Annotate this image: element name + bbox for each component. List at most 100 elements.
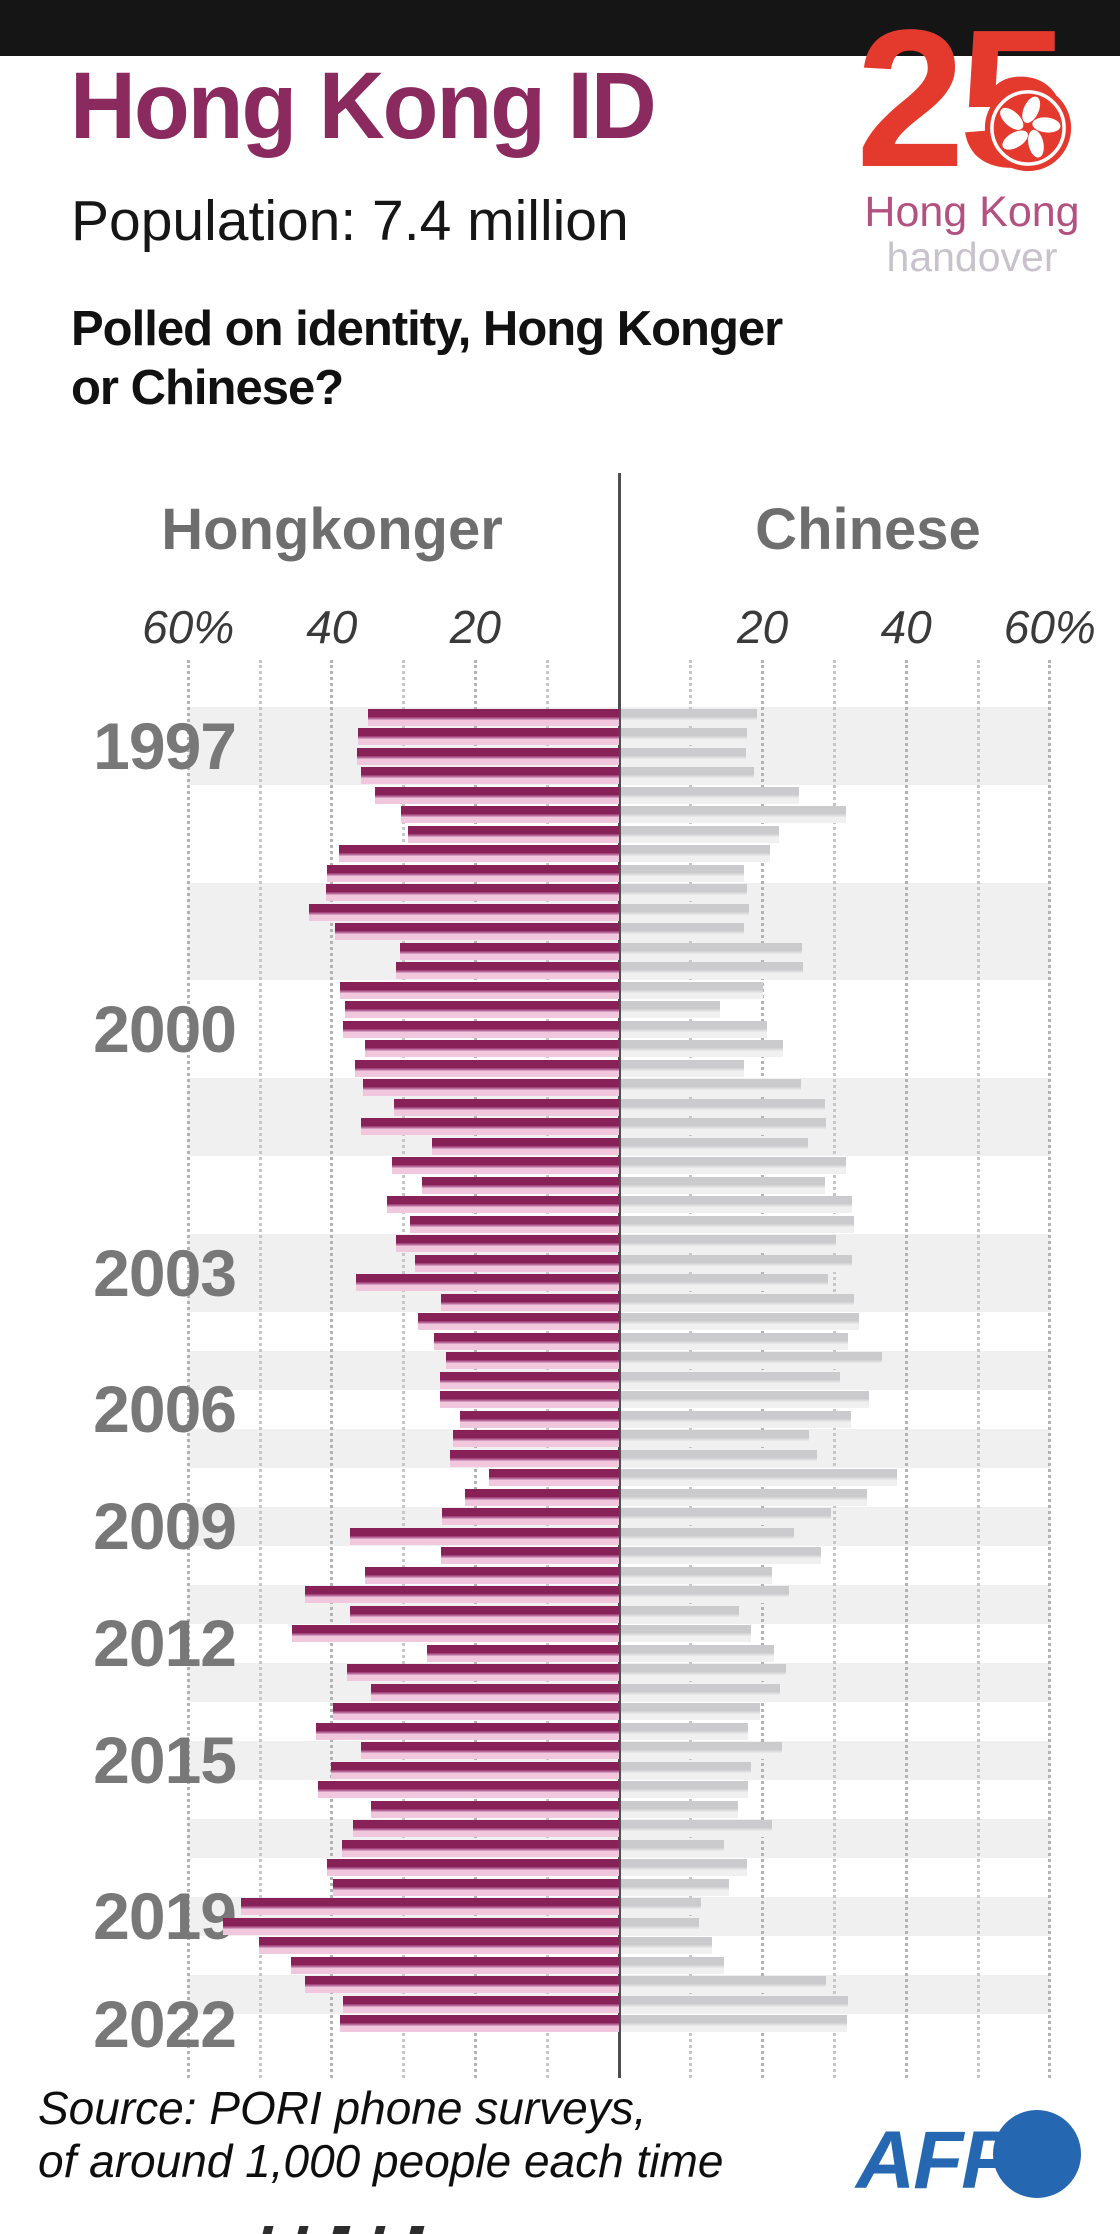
chinese-bar (621, 942, 802, 960)
chinese-bar (621, 1059, 745, 1077)
chinese-bar (621, 1547, 821, 1564)
chinese-bar (621, 1449, 817, 1467)
hongkonger-bar (240, 1898, 619, 1915)
chinese-bar (621, 1469, 898, 1486)
hongkonger-bar (334, 923, 619, 940)
chinese-bar (621, 962, 804, 979)
gridline--50 (258, 660, 262, 2078)
chinese-bar (621, 1508, 832, 1525)
hongkonger-bar (362, 1079, 619, 1096)
chinese-bar (621, 1196, 853, 1213)
hongkonger-bar (453, 1430, 619, 1447)
bauhinia-flower-icon (984, 84, 1072, 172)
hongkonger-bar (343, 1020, 619, 1038)
chinese-bar (621, 1118, 827, 1135)
hongkonger-bar (339, 981, 619, 999)
hongkonger-bar (407, 825, 619, 843)
handover-25-logo: 25 Hong Kong handover (856, 0, 1096, 280)
year-label-1997: 1997 (93, 709, 237, 784)
chinese-bar (621, 1001, 721, 1018)
column-header-chinese: Chinese (755, 497, 981, 562)
chinese-bar (621, 1488, 867, 1506)
hongkonger-bar (326, 884, 619, 901)
hongkonger-bar (340, 2015, 619, 2032)
year-label-2006: 2006 (93, 1372, 237, 1447)
chinese-bar (621, 1098, 825, 1116)
chinese-bar (621, 1352, 883, 1369)
chinese-bar (621, 1586, 789, 1603)
source-note: Source: PORI phone surveys, of around 1,… (38, 2082, 723, 2188)
source-line-2: of around 1,000 people each time (38, 2135, 724, 2187)
hongkonger-bar (367, 708, 619, 726)
hongkonger-bar (346, 1664, 619, 1681)
hongkonger-bar (354, 1059, 619, 1077)
gridline--20 (473, 660, 477, 2078)
chart-question-heading: Polled on identity, Hong Konger or Chine… (71, 300, 783, 418)
hongkonger-bar (327, 864, 619, 882)
page-title: Hong Kong ID (70, 53, 657, 159)
logo-hong-kong-text: Hong Kong (864, 188, 1080, 236)
hongkonger-bar (356, 747, 619, 765)
chinese-bar (621, 1761, 751, 1779)
chinese-bar (621, 786, 800, 804)
gridline-20 (761, 660, 765, 2078)
hongkonger-bar (304, 1976, 619, 1993)
year-label-2022: 2022 (93, 1986, 237, 2061)
chinese-bar (621, 981, 764, 999)
gridline-50 (976, 660, 980, 2078)
chinese-bar (621, 1410, 851, 1428)
hongkonger-bar (304, 1586, 619, 1603)
hongkonger-bar (440, 1293, 619, 1311)
cutoff-text-fragment (262, 2226, 482, 2234)
gridline-30 (832, 660, 836, 2078)
hongkonger-bar (318, 1781, 619, 1798)
hongkonger-bar (396, 1235, 619, 1252)
hongkonger-bar (395, 962, 619, 979)
chinese-bar (621, 1781, 749, 1798)
chinese-bar (621, 1625, 751, 1642)
chinese-bar (621, 708, 757, 726)
hongkonger-bar (445, 1352, 619, 1369)
hongkonger-bar (459, 1410, 619, 1428)
chinese-bar (621, 728, 748, 745)
hongkonger-bar (356, 1274, 619, 1291)
hongkonger-bar (442, 1508, 619, 1525)
chinese-bar (621, 1040, 784, 1057)
chinese-bar (621, 747, 746, 765)
hongkonger-bar (292, 1625, 619, 1642)
hongkonger-bar (352, 1820, 619, 1837)
chinese-bar (621, 1176, 825, 1194)
chinese-bar (621, 923, 744, 940)
axis-tick-label: 60% (1003, 601, 1096, 653)
hongkonger-bar (371, 1683, 619, 1701)
hongkonger-bar (258, 1937, 619, 1954)
gridline--40 (330, 660, 334, 2078)
chinese-bar (621, 1976, 827, 1993)
hongkonger-bar (426, 1644, 619, 1662)
hongkonger-bar (400, 942, 619, 960)
hongkonger-bar (349, 1527, 619, 1545)
year-label-2009: 2009 (93, 1489, 237, 1564)
chinese-bar (621, 1371, 840, 1389)
gridline--60 (186, 660, 190, 2078)
hongkonger-bar (439, 1371, 619, 1389)
hongkonger-bar (308, 903, 619, 921)
chinese-bar (621, 1293, 855, 1311)
hongkonger-bar (290, 1956, 619, 1974)
population-subtitle: Population: 7.4 million (71, 189, 629, 253)
chinese-bar (621, 767, 754, 784)
chinese-bar (621, 1137, 808, 1155)
chinese-bar (621, 1605, 740, 1623)
hongkonger-bar (415, 1254, 619, 1272)
chinese-bar (621, 1020, 768, 1038)
chinese-bar (621, 1839, 725, 1857)
hongkonger-bar (392, 1157, 619, 1174)
chinese-bar (621, 1878, 729, 1896)
gridline--10 (545, 660, 549, 2078)
hongkonger-bar (332, 1878, 619, 1896)
chinese-bar (621, 2015, 848, 2032)
hongkonger-bar (358, 728, 619, 745)
hongkonger-bar (371, 1800, 619, 1818)
axis-tick-label: 40 (880, 601, 932, 653)
chinese-bar (621, 1235, 836, 1252)
